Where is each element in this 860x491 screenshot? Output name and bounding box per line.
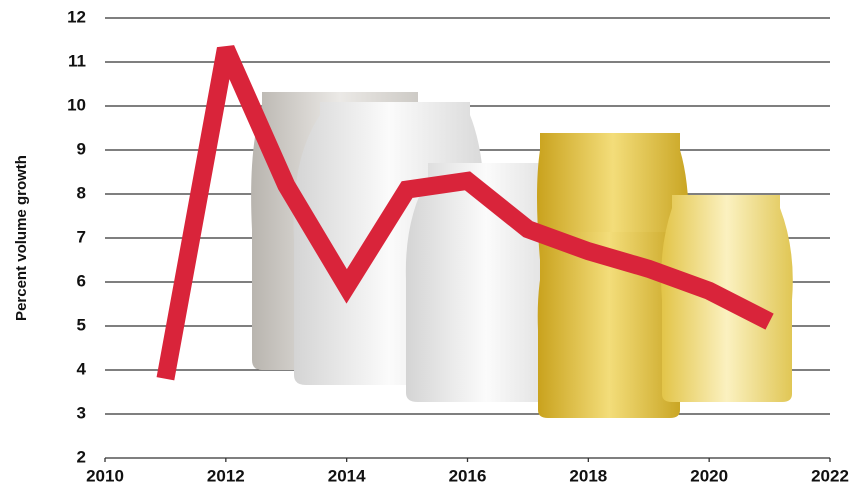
- y-tick-label: 9: [77, 139, 86, 158]
- x-tick-label: 2020: [690, 466, 728, 485]
- x-tick-label: 2016: [449, 466, 487, 485]
- x-tick-label: 2014: [328, 466, 366, 485]
- y-axis-label: Percent volume growth: [13, 155, 30, 321]
- y-tick-label: 10: [67, 95, 86, 114]
- y-tick-label: 4: [77, 359, 87, 378]
- y-tick-label: 5: [77, 315, 86, 334]
- y-tick-label: 3: [77, 403, 86, 422]
- y-tick-label: 6: [77, 271, 86, 290]
- y-tick-label: 2: [77, 447, 86, 466]
- x-tick-label: 2022: [811, 466, 849, 485]
- y-tick-label: 7: [77, 227, 86, 246]
- x-tick-label: 2010: [86, 466, 124, 485]
- y-tick-label: 11: [68, 51, 86, 70]
- x-tick-label: 2012: [207, 466, 245, 485]
- decoration: [251, 92, 793, 418]
- y-tick-label: 8: [77, 183, 86, 202]
- line: [156, 45, 774, 381]
- x-tick-label: 2018: [569, 466, 607, 485]
- y-tick-label: 12: [67, 7, 86, 26]
